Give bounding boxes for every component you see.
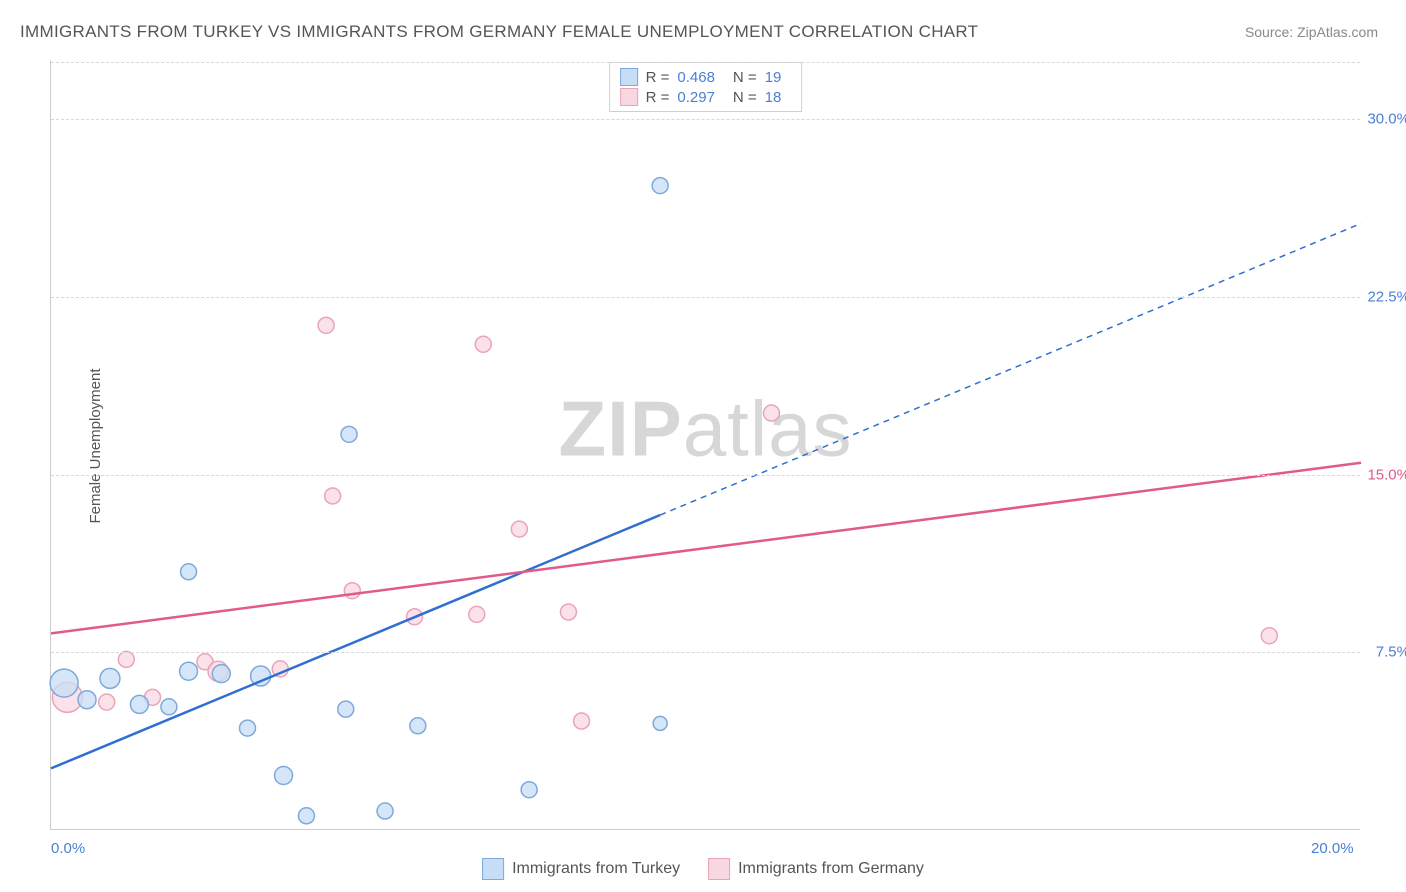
data-point-turkey (521, 782, 537, 798)
n-value: 18 (765, 89, 782, 106)
stat-legend-row-turkey: R = 0.468 N = 19 (620, 67, 792, 87)
y-tick-label: 30.0% (1365, 111, 1406, 128)
data-point-germany (99, 694, 115, 710)
data-point-germany (560, 604, 576, 620)
data-point-germany (469, 606, 485, 622)
data-point-germany (1261, 628, 1277, 644)
y-tick-label: 7.5% (1365, 644, 1406, 661)
data-point-turkey (275, 767, 293, 785)
gridline (51, 652, 1360, 653)
legend-swatch (482, 858, 504, 880)
gridline (51, 119, 1360, 120)
trend-line-turkey (51, 515, 660, 768)
legend-label: Immigrants from Turkey (512, 860, 680, 878)
data-point-turkey (212, 665, 230, 683)
legend-swatch (620, 68, 638, 86)
y-tick-label: 22.5% (1365, 288, 1406, 305)
data-point-turkey (50, 669, 78, 697)
data-point-turkey (181, 564, 197, 580)
legend-swatch (620, 88, 638, 106)
data-point-germany (475, 336, 491, 352)
data-point-germany (764, 405, 780, 421)
n-label: N = (733, 69, 757, 86)
data-point-germany (511, 521, 527, 537)
n-value: 19 (765, 69, 782, 86)
series-legend: Immigrants from Turkey Immigrants from Ge… (482, 858, 924, 880)
legend-label: Immigrants from Germany (738, 860, 924, 878)
legend-item-germany: Immigrants from Germany (708, 858, 924, 880)
gridline (51, 475, 1360, 476)
stat-legend-row-germany: R = 0.297 N = 18 (620, 87, 792, 107)
data-point-germany (325, 488, 341, 504)
legend-item-turkey: Immigrants from Turkey (482, 858, 680, 880)
gridline (51, 297, 1360, 298)
source-attribution: Source: ZipAtlas.com (1245, 24, 1378, 40)
data-point-turkey (410, 718, 426, 734)
data-point-germany (318, 317, 334, 333)
legend-swatch (708, 858, 730, 880)
y-tick-label: 15.0% (1365, 466, 1406, 483)
data-point-turkey (78, 691, 96, 709)
plot-area: ZIPatlas R =0.468N =19R =0.297N =18 7.5%… (50, 60, 1360, 830)
chart-title: IMMIGRANTS FROM TURKEY VS IMMIGRANTS FRO… (20, 22, 978, 42)
data-point-turkey (100, 668, 120, 688)
data-point-turkey (130, 695, 148, 713)
data-point-germany (344, 583, 360, 599)
r-label: R = (646, 69, 670, 86)
data-point-turkey (338, 701, 354, 717)
r-value: 0.297 (677, 89, 715, 106)
gridline (51, 62, 1360, 63)
data-point-turkey (180, 662, 198, 680)
trend-line-germany (51, 463, 1361, 634)
x-tick-label: 20.0% (1311, 840, 1354, 857)
data-point-turkey (341, 426, 357, 442)
chart-svg (51, 60, 1360, 829)
data-point-turkey (653, 716, 667, 730)
data-point-turkey (377, 803, 393, 819)
x-tick-label: 0.0% (51, 840, 85, 857)
data-point-turkey (298, 808, 314, 824)
n-label: N = (733, 89, 757, 106)
data-point-germany (118, 651, 134, 667)
data-point-germany (574, 713, 590, 729)
stat-legend: R = 0.468 N = 19 R = 0.297 N = 18 (609, 62, 803, 112)
trend-line-turkey-extrapolated (660, 223, 1361, 515)
r-label: R = (646, 89, 670, 106)
r-value: 0.468 (677, 69, 715, 86)
data-point-turkey (161, 699, 177, 715)
data-point-turkey (652, 178, 668, 194)
data-point-turkey (240, 720, 256, 736)
